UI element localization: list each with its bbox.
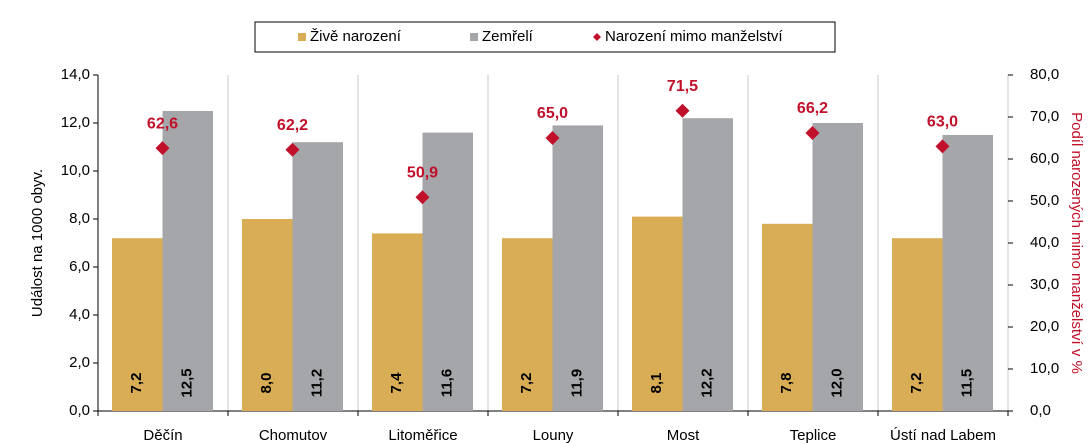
y-tick-label: 14,0 xyxy=(61,66,90,83)
point-label: 62,2 xyxy=(277,117,308,134)
y2-tick-label: 30,0 xyxy=(1030,276,1059,293)
legend-marker xyxy=(298,33,306,41)
point-label: 62,6 xyxy=(147,115,178,132)
bar xyxy=(552,125,603,412)
bar-label: 11,2 xyxy=(309,369,326,397)
y-tick-label: 6,0 xyxy=(69,258,90,275)
diamond-marker xyxy=(545,131,560,145)
y-tick-label: 2,0 xyxy=(69,354,90,371)
y2-tick-label: 50,0 xyxy=(1030,192,1059,209)
legend-marker xyxy=(593,33,601,41)
y2-tick-label: 10,0 xyxy=(1030,360,1059,377)
bar xyxy=(502,238,553,411)
y2-axis-title: Podíl narozených mimo manželství v % xyxy=(1068,112,1085,374)
bar xyxy=(372,233,423,411)
bar xyxy=(762,223,813,411)
legend-box xyxy=(254,21,836,53)
bar-label: 7,2 xyxy=(128,373,145,394)
legend-label: Zemřelí xyxy=(482,28,534,45)
bar xyxy=(112,238,163,411)
bar-label: 12,0 xyxy=(829,368,846,397)
diamond-marker xyxy=(935,139,950,154)
legend-label: Živě narození xyxy=(310,28,402,45)
bar xyxy=(812,123,863,411)
y2-tick-label: 60,0 xyxy=(1030,150,1059,167)
bar xyxy=(242,219,293,411)
bar xyxy=(942,135,993,411)
point-label: 71,5 xyxy=(667,78,698,95)
y-tick-label: 10,0 xyxy=(61,162,90,179)
bar-label: 7,2 xyxy=(518,373,535,394)
x-tick-label: Ústí nad Labem xyxy=(890,427,996,443)
diamond-marker xyxy=(675,103,690,118)
bar-label: 8,1 xyxy=(648,373,665,394)
x-tick-label: Děčín xyxy=(143,427,182,443)
bar-label: 12,2 xyxy=(699,368,716,397)
bar-label: 7,4 xyxy=(388,372,405,394)
diamond-marker xyxy=(285,142,300,157)
bar xyxy=(422,132,473,411)
bar-label: 7,8 xyxy=(778,373,795,394)
point-label: 66,2 xyxy=(797,100,828,117)
bar-label: 11,5 xyxy=(959,369,976,397)
y-tick-label: 12,0 xyxy=(61,114,90,131)
bar xyxy=(682,118,733,411)
legend-marker xyxy=(470,33,478,41)
bar xyxy=(292,142,343,411)
diamond-marker xyxy=(805,125,820,140)
x-tick-label: Most xyxy=(667,427,700,443)
diamond-marker xyxy=(415,190,430,205)
bar-label: 8,0 xyxy=(258,373,275,394)
y-tick-label: 0,0 xyxy=(69,402,90,419)
bar-label: 11,6 xyxy=(439,369,456,397)
bar xyxy=(162,111,213,411)
x-tick-label: Litoměřice xyxy=(388,427,457,443)
y-axis-title: Událost na 1000 obyv. xyxy=(29,169,46,317)
bar xyxy=(632,216,683,411)
y2-tick-label: 40,0 xyxy=(1030,234,1059,251)
y2-tick-label: 70,0 xyxy=(1030,108,1059,125)
y-tick-label: 8,0 xyxy=(69,210,90,227)
point-label: 65,0 xyxy=(537,105,568,122)
x-tick-label: Teplice xyxy=(790,427,837,443)
bar-label: 7,2 xyxy=(908,373,925,394)
diamond-marker xyxy=(155,141,170,156)
y2-tick-label: 80,0 xyxy=(1030,66,1059,83)
x-tick-label: Chomutov xyxy=(259,427,328,443)
x-tick-label: Louny xyxy=(533,427,574,443)
point-label: 63,0 xyxy=(927,114,958,131)
y2-tick-label: 20,0 xyxy=(1030,318,1059,335)
legend-label: Narození mimo manželství xyxy=(605,28,783,45)
point-label: 50,9 xyxy=(407,164,438,181)
bar-label: 11,9 xyxy=(569,369,586,397)
y-tick-label: 4,0 xyxy=(69,306,90,323)
y2-tick-label: 0,0 xyxy=(1030,402,1051,419)
bar xyxy=(892,238,943,411)
bar-label: 12,5 xyxy=(179,368,196,397)
